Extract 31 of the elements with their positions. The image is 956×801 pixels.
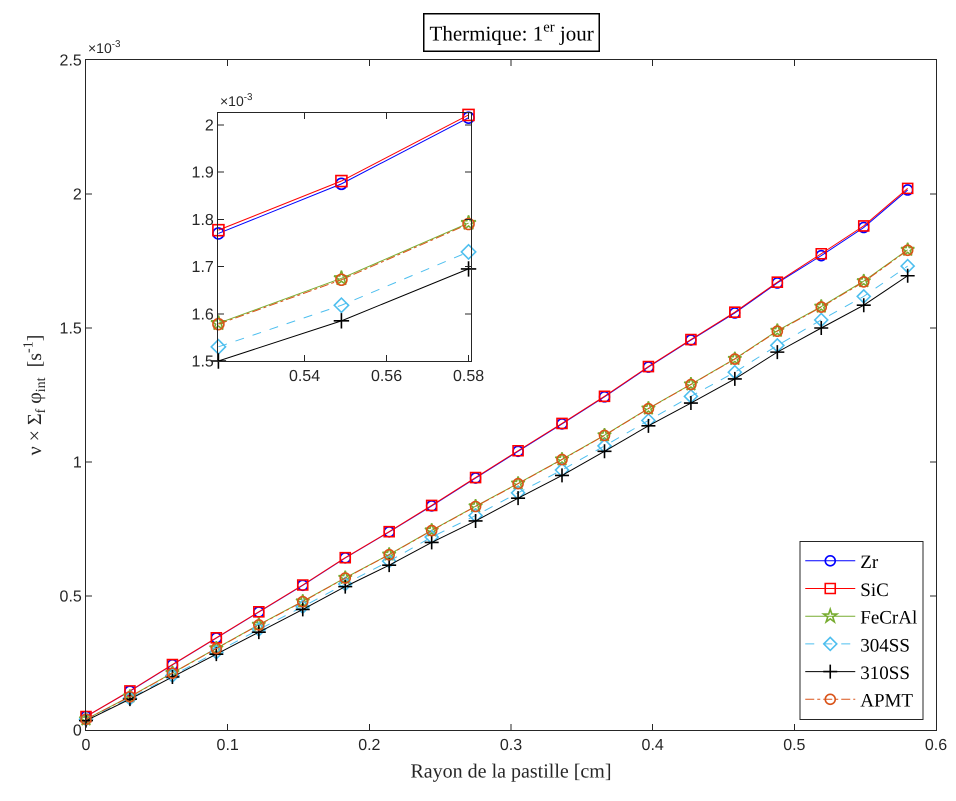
- x-tick-label: 0.6: [924, 737, 948, 754]
- y-tick-label: 1.8: [192, 212, 214, 229]
- legend-label: APMT: [860, 690, 914, 712]
- x-tick-label: 0.58: [452, 368, 484, 386]
- y-tick-label: 1.7: [192, 259, 214, 276]
- x-tick-label: 0.3: [500, 737, 522, 754]
- y-tick-label: 2: [72, 186, 82, 204]
- x-tick-label: 0.5: [783, 737, 806, 754]
- legend-label: SiC: [860, 580, 889, 601]
- text: ×10$^{-3}$: [88, 39, 122, 56]
- x-tick-label: 0.56: [370, 368, 402, 386]
- y-tick-label: 1.9: [192, 164, 214, 182]
- y-tick-label: 2.5: [60, 52, 82, 70]
- y-tick-label: 0: [72, 722, 82, 740]
- x-axis-title: Rayon de la pastille [cm]: [410, 760, 612, 783]
- x-tick-label: 0.1: [216, 737, 239, 754]
- y-tick-label: 0.5: [60, 588, 82, 606]
- y-tick-label: 1.5: [60, 320, 82, 338]
- y-tick-label: 1.5: [192, 354, 214, 371]
- annotation: ×10$^{-3}$: [220, 92, 254, 109]
- y-tick-label: 1.6: [192, 306, 214, 324]
- legend-label: Zr: [860, 552, 879, 574]
- chart-title: Thermique: 1$^{er}$ jour: [430, 20, 594, 46]
- legend-label: 310SS: [860, 663, 910, 684]
- y-tick-label: 2: [204, 117, 214, 134]
- x-tick-label: 0.2: [358, 737, 381, 754]
- legend-label: FeCrAl: [860, 608, 918, 629]
- x-tick-label: 0.54: [288, 368, 320, 386]
- y-tick-label: 1: [72, 454, 82, 472]
- x-tick-label: 0.4: [642, 737, 664, 754]
- legend-label: 304SS: [860, 635, 910, 656]
